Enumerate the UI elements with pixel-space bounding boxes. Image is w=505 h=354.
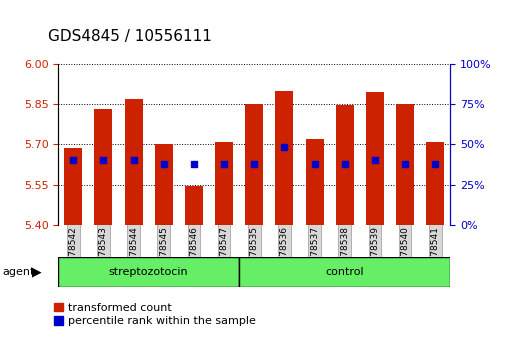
Point [430,161,438,166]
Bar [245,104,263,225]
Bar [239,257,449,287]
Point [129,158,137,163]
Bar [94,109,112,225]
Text: GDS4845 / 10556111: GDS4845 / 10556111 [48,29,212,44]
Point [370,158,378,163]
Point [310,161,318,166]
Bar [155,144,173,225]
Bar [395,104,413,225]
Bar [335,105,353,225]
Point [99,158,107,163]
Point [220,161,228,166]
Bar [184,186,203,225]
Bar [365,92,383,225]
Point [160,161,168,166]
Point [340,161,348,166]
Text: streptozotocin: streptozotocin [109,267,188,277]
Text: agent: agent [3,267,35,277]
Legend: transformed count, percentile rank within the sample: transformed count, percentile rank withi… [54,303,256,326]
Bar [215,142,233,225]
Bar [124,99,142,225]
Bar [305,139,323,225]
Bar [425,142,443,225]
Point [250,161,258,166]
Point [400,161,409,166]
Point [189,161,197,166]
Point [69,158,77,163]
Text: ▶: ▶ [32,265,41,278]
Text: control: control [325,267,364,277]
Bar [58,257,239,287]
Bar [64,148,82,225]
Bar [275,91,293,225]
Point [280,145,288,150]
